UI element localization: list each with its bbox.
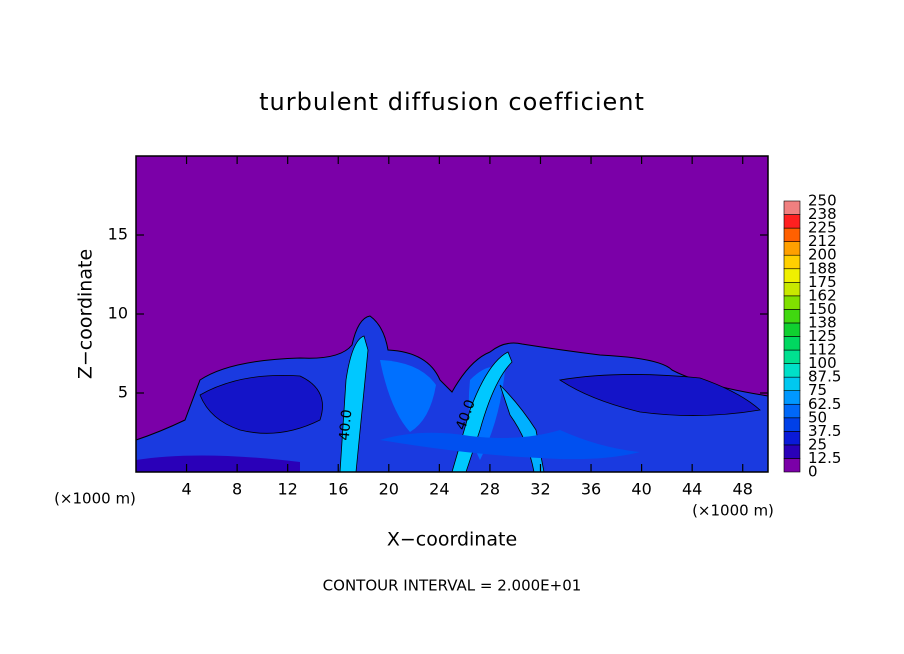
colorbar-label: 100 <box>808 354 837 372</box>
chart-title: turbulent diffusion coefficient <box>259 88 645 116</box>
colorbar-label: 87.5 <box>808 368 841 386</box>
colorbar-box <box>783 363 801 378</box>
footer: CONTOUR INTERVAL = 2.000E+01 <box>323 577 582 595</box>
x-unit: (×1000 m) <box>692 502 774 520</box>
field-region <box>380 430 640 460</box>
x-tick-label: 12 <box>278 480 298 499</box>
colorbar-label: 200 <box>808 246 837 264</box>
colorbar-box <box>783 295 801 310</box>
colorbar-label: 50 <box>808 408 827 426</box>
colorbar-label: 25 <box>808 435 827 453</box>
colorbar-box <box>783 254 801 270</box>
y-tick-label: 5 <box>118 383 128 402</box>
colorbar-label: 62.5 <box>808 395 841 413</box>
x-tick-label: 40 <box>631 480 651 499</box>
colorbar-box <box>783 336 801 351</box>
x-tick-label: 16 <box>328 480 348 499</box>
colorbar-label: 75 <box>808 381 827 399</box>
x-tick-label: 8 <box>232 480 242 499</box>
colorbar-label: 138 <box>808 313 837 331</box>
colorbar-box <box>783 417 801 432</box>
field-region <box>135 315 769 473</box>
x-tick-label: 44 <box>682 480 702 499</box>
contour-label: 40.0 <box>337 409 356 441</box>
colorbar-label: 112 <box>808 341 837 359</box>
colorbar-label: 37.5 <box>808 422 841 440</box>
colorbar-label: 0 <box>808 463 818 481</box>
colorbar-box <box>783 403 801 419</box>
colorbar-box <box>783 349 801 364</box>
colorbar-label: 12.5 <box>808 449 841 467</box>
colorbar-label: 250 <box>808 192 837 210</box>
y-tick-label: 10 <box>108 304 128 323</box>
colorbar-box <box>783 376 801 391</box>
colorbar-label: 238 <box>808 205 837 223</box>
x-tick-label: 20 <box>379 480 399 499</box>
field-region <box>136 455 300 472</box>
colorbar-box <box>783 431 801 446</box>
colorbar-label: 188 <box>808 259 837 277</box>
x-tick-label: 48 <box>733 480 753 499</box>
colorbar-label: 125 <box>808 327 837 345</box>
colorbar-box <box>783 214 801 229</box>
colorbar-box <box>783 444 801 459</box>
x-tick-label: 32 <box>530 480 550 499</box>
colorbar-box <box>783 322 801 337</box>
field-region <box>339 335 369 473</box>
colorbar-box <box>783 241 801 256</box>
field <box>135 156 769 473</box>
x-tick-label: 24 <box>429 480 449 499</box>
colorbar-box <box>783 281 801 297</box>
x-tick-label: 4 <box>181 480 191 499</box>
field-region <box>199 375 323 434</box>
colorbar-label: 212 <box>808 232 837 250</box>
colorbar-box <box>783 227 801 242</box>
y-axis-label: Z−coordinate <box>75 249 97 379</box>
colorbar-box <box>783 309 801 324</box>
y-unit: (×1000 m) <box>54 490 136 508</box>
colorbar-box <box>783 268 801 283</box>
y-tick-label: 15 <box>108 225 128 244</box>
colorbar-label: 150 <box>808 300 837 318</box>
x-tick-label: 28 <box>480 480 500 499</box>
field-region <box>380 360 436 432</box>
colorbar-label: 225 <box>808 219 837 237</box>
colorbar-label: 162 <box>808 286 837 304</box>
x-axis-label: X−coordinate <box>387 529 517 551</box>
field-region <box>558 374 761 416</box>
colorbar-label: 175 <box>808 273 837 291</box>
x-tick-label: 36 <box>581 480 601 499</box>
colorbar-box <box>783 390 801 405</box>
colorbar-box <box>783 200 801 215</box>
colorbar-box <box>783 458 801 473</box>
